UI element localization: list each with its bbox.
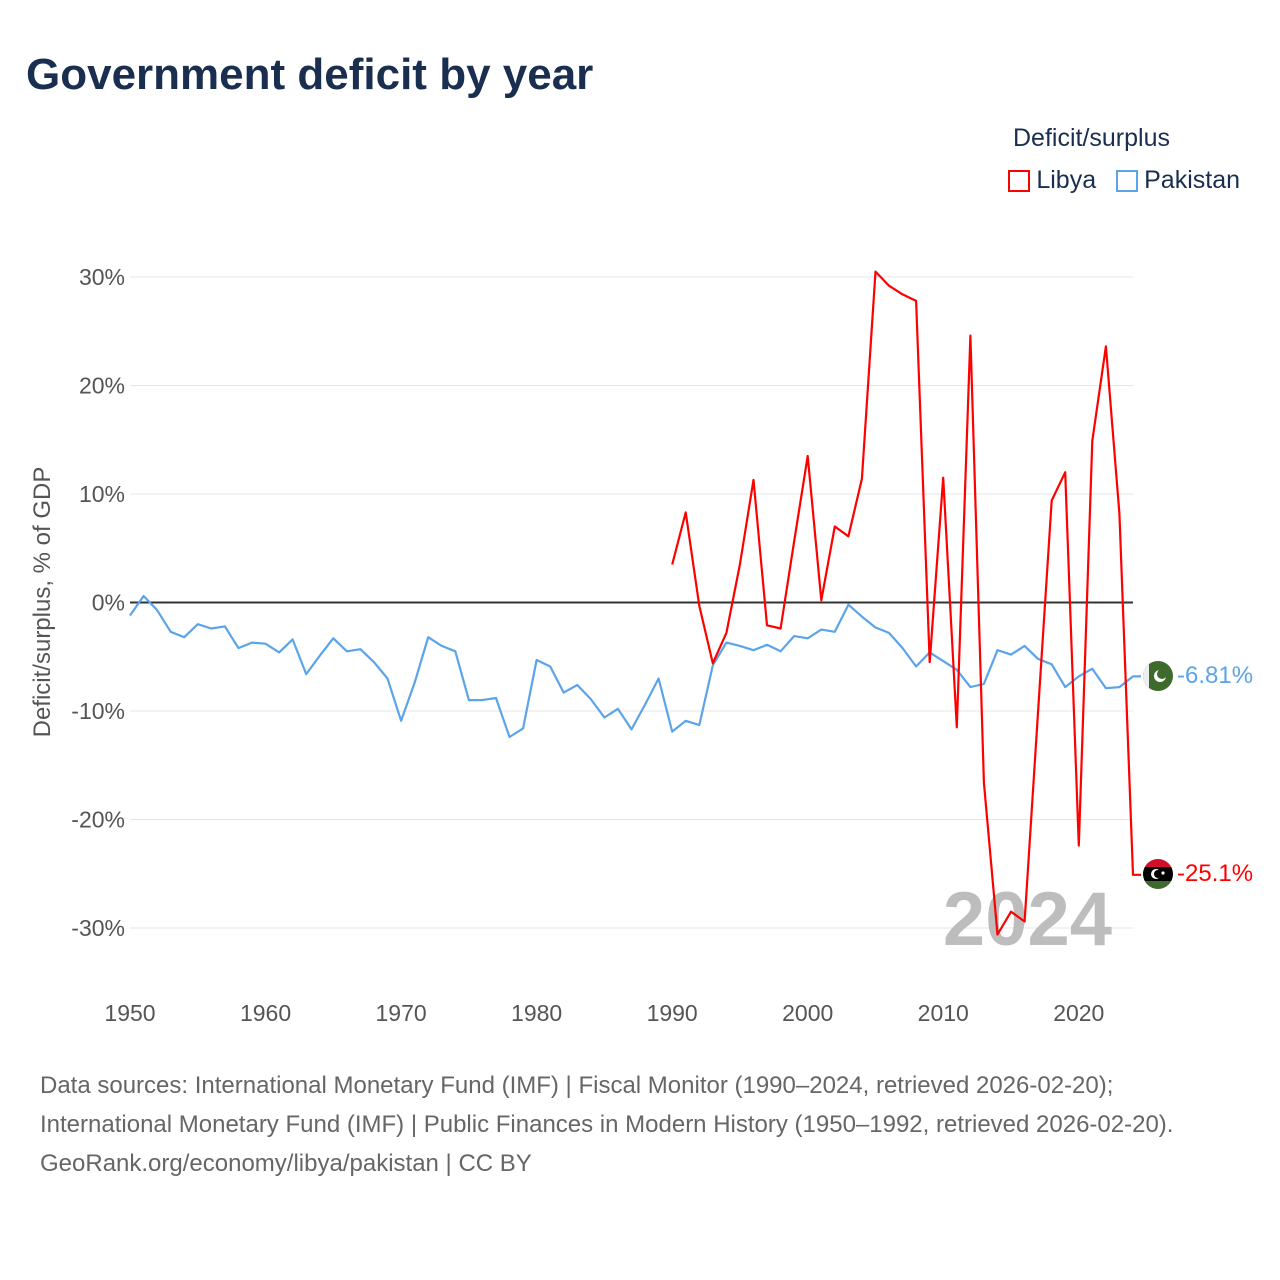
series-line-pakistan[interactable] (129, 594, 1141, 739)
legend-title: Deficit/surplus (1013, 124, 1170, 152)
x-tick-label: 1950 (104, 1000, 155, 1026)
legend-swatch-pakistan (1116, 169, 1139, 192)
x-tick-label: 2010 (918, 1000, 969, 1026)
data-sources: Data sources: International Monetary Fun… (40, 1072, 1174, 1138)
y-tick-label: 20% (79, 373, 125, 399)
series-line-libya[interactable] (671, 270, 1141, 936)
x-tick-label: 1960 (240, 1000, 291, 1026)
source-note: Data sources: International Monetary Fun… (40, 1066, 1240, 1183)
legend-label-pakistan: Pakistan (1144, 166, 1240, 194)
y-tick-label: 0% (92, 590, 125, 616)
legend-item-pakistan[interactable]: Pakistan (1116, 166, 1240, 195)
y-tick-label: -20% (71, 807, 125, 833)
libya-end-label: -25.1% (1177, 860, 1253, 887)
x-tick-label: 2000 (782, 1000, 833, 1026)
pakistan-end-label: -6.81% (1177, 662, 1253, 689)
y-tick-label: -10% (71, 698, 125, 724)
libya-flag-icon (1143, 859, 1173, 889)
pakistan-flag-icon (1143, 661, 1173, 691)
legend-label-libya: Libya (1036, 166, 1097, 194)
legend: Libya Pakistan (1008, 166, 1240, 195)
y-tick-label: 30% (79, 264, 125, 290)
x-tick-label: 1970 (375, 1000, 426, 1026)
y-axis-title: Deficit/surplus, % of GDP (29, 467, 56, 738)
x-tick-label: 2020 (1053, 1000, 1104, 1026)
plot-area: 30% 20% 10% 0% -10% -20% -30% 1950 1960 1970 1980 1… (29, 264, 1253, 1026)
y-tick-label: -30% (71, 915, 125, 941)
x-tick-label: 1980 (511, 1000, 562, 1026)
legend-swatch-libya (1008, 169, 1031, 192)
chart-title: Government deficit by year (26, 50, 594, 99)
x-tick-label: 1990 (647, 1000, 698, 1026)
source-link[interactable]: GeoRank.org/economy/libya/pakistan | CC … (40, 1150, 532, 1177)
y-tick-label: 10% (79, 481, 125, 507)
legend-item-libya[interactable]: Libya (1008, 166, 1096, 195)
